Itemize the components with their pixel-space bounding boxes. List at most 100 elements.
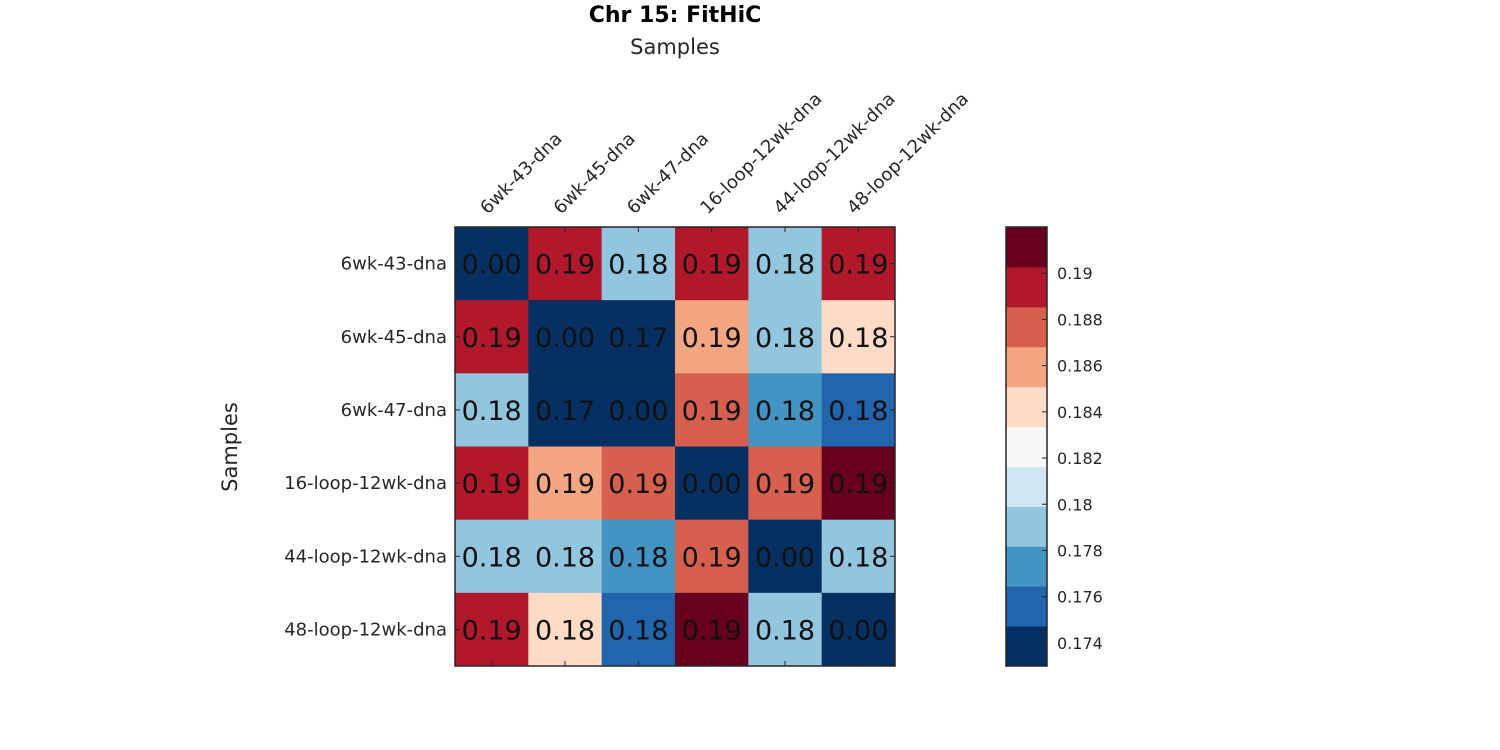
colorbar-segment (1006, 426, 1047, 467)
cell-value-label: 0.19 (535, 469, 595, 500)
heatmap-cell (675, 519, 749, 594)
colorbar-tick-label: 0.182 (1057, 449, 1103, 468)
colorbar-segment (1006, 466, 1047, 507)
colorbar-segment (1006, 227, 1047, 268)
cell-value-label: 0.00 (755, 542, 815, 573)
cell-value-label: 0.19 (682, 615, 742, 646)
cell-value-label: 0.19 (682, 396, 742, 427)
colorbar-segment (1006, 546, 1047, 587)
cell-value-label: 0.18 (828, 396, 888, 427)
cell-value-label: 0.00 (608, 396, 668, 427)
cell-value-label: 0.18 (828, 542, 888, 573)
heatmap-cell (821, 227, 896, 301)
x-axis-title: Samples (630, 35, 720, 59)
colorbar-segment (1006, 586, 1047, 627)
heatmap-cell (601, 446, 676, 521)
heatmap-cell (821, 373, 896, 447)
heatmap-cell (821, 592, 896, 667)
heatmap-cell (601, 519, 676, 594)
y-tick-label: 48-loop-12wk-dna (284, 619, 447, 640)
cell-value-label: 0.00 (828, 615, 888, 646)
colorbar-tick-label: 0.178 (1057, 541, 1103, 560)
cell-value-label: 0.18 (755, 323, 815, 354)
y-tick-label: 6wk-47-dna (341, 400, 447, 421)
y-axis-title: Samples (218, 402, 242, 492)
heatmap-cell (675, 373, 749, 447)
colorbar-segment (1006, 266, 1047, 308)
cell-value-label: 0.18 (755, 615, 815, 646)
colorbar-segment (1006, 626, 1047, 667)
cell-value-label: 0.19 (535, 250, 595, 281)
heatmap-cell (601, 592, 676, 667)
plot-frame (454, 226, 896, 667)
heatmap-cell-labels: 0.00 0.19 0.18 0.19 0.18 0.19 0.19 0.00 0.17 0.19… (462, 250, 889, 647)
cell-value-label: 0.00 (682, 469, 742, 500)
heatmap-cell (748, 227, 823, 301)
cell-value-label: 0.18 (462, 396, 522, 427)
heatmap-cell (821, 300, 896, 374)
cell-value-label: 0.18 (755, 396, 815, 427)
colorbar-tick-label: 0.188 (1057, 310, 1103, 329)
cell-value-label: 0.17 (535, 396, 595, 427)
cell-value-label: 0.19 (608, 469, 668, 500)
cell-value-label: 0.17 (608, 323, 668, 354)
cell-value-label: 0.19 (828, 469, 888, 500)
heatmap-cell (528, 519, 603, 594)
heatmap-cell (821, 519, 896, 594)
cell-value-label: 0.18 (535, 542, 595, 573)
cell-value-label: 0.18 (608, 615, 668, 646)
cell-value-label: 0.18 (608, 542, 668, 573)
heatmap-cell (455, 592, 529, 667)
heatmap-cell (675, 300, 749, 374)
y-tick-label: 16-loop-12wk-dna (284, 473, 447, 494)
cell-value-label: 0.00 (535, 323, 595, 354)
heatmap-cell (748, 373, 823, 447)
colorbar-tick-label: 0.19 (1057, 264, 1093, 283)
cell-value-label: 0.19 (462, 615, 522, 646)
tick-marks (455, 227, 895, 666)
cell-value-label: 0.19 (682, 250, 742, 281)
colorbar-tick-label: 0.18 (1057, 495, 1093, 514)
y-tick-label: 6wk-45-dna (341, 327, 447, 348)
cell-value-label: 0.19 (755, 469, 815, 500)
cell-value-label: 0.18 (535, 615, 595, 646)
heatmap-cell (455, 519, 529, 594)
cell-value-label: 0.18 (608, 250, 668, 281)
heatmap-cell (748, 300, 823, 374)
cell-value-label: 0.19 (828, 250, 888, 281)
heatmap-cell (528, 592, 603, 667)
y-tick-label: 44-loop-12wk-dna (284, 546, 447, 567)
heatmap-cells (455, 227, 896, 667)
cell-value-label: 0.18 (462, 542, 522, 573)
heatmap-cell (528, 446, 603, 521)
cell-value-label: 0.19 (462, 469, 522, 500)
heatmap-cell (601, 227, 676, 301)
colorbar-tick-label: 0.186 (1057, 357, 1103, 376)
colorbar-tick-label: 0.174 (1057, 634, 1103, 653)
colorbar-segment (1006, 386, 1047, 428)
cell-value-label: 0.19 (682, 542, 742, 573)
heatmap-cell (748, 592, 823, 667)
heatmap-cell (528, 373, 603, 447)
heatmap-cell (528, 227, 603, 301)
heatmap-cell (821, 446, 896, 521)
y-tick-labels: 6wk-43-dna 6wk-45-dna 6wk-47-dna 16-loop-12… (284, 254, 447, 641)
heatmap-cell (675, 446, 749, 521)
y-tick-label: 6wk-43-dna (341, 254, 447, 275)
x-tick-label: 16-loop-12wk-dna (696, 89, 826, 219)
heatmap-cell (455, 300, 529, 374)
x-tick-label: 48-loop-12wk-dna (843, 89, 973, 219)
colorbar-segment (1006, 306, 1047, 348)
heatmap-cell (748, 519, 823, 594)
heatmap-cell (675, 592, 749, 667)
heatmap-cell (455, 446, 529, 521)
x-tick-label: 44-loop-12wk-dna (770, 89, 900, 219)
heatmap-cell (675, 227, 749, 301)
colorbar-tick-label: 0.184 (1057, 403, 1103, 422)
colorbar: 0.174 0.176 0.178 0.18 0.182 0.184 0.186 0.188 0… (1005, 226, 1103, 667)
heatmap-cell (748, 446, 823, 521)
heatmap-cell (528, 300, 603, 374)
heatmap-cell (455, 373, 529, 447)
